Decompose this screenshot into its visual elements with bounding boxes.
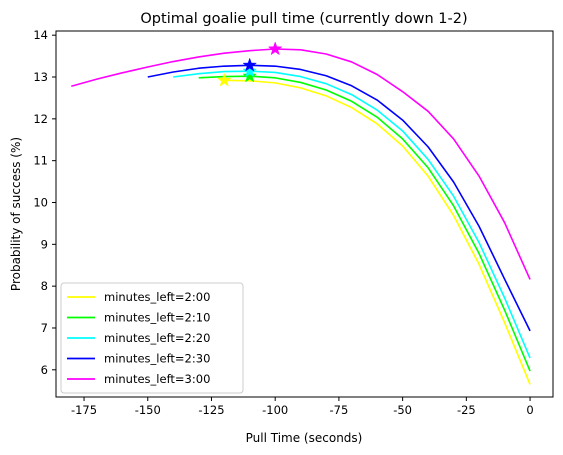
x-axis-label: Pull Time (seconds) — [246, 431, 363, 445]
optimum-star-marker — [216, 72, 232, 87]
x-tick-label: -175 — [71, 403, 97, 417]
axis-ticks: -175 -150 -125 -100 -75 -50 -25 0 6 7 8 9 10 11 12 13 14 — [33, 28, 533, 417]
x-tick-label: -50 — [393, 403, 412, 417]
y-tick-label: 12 — [33, 112, 48, 126]
x-tick-label: -100 — [262, 403, 288, 417]
legend-label: minutes_left=2:30 — [104, 352, 210, 366]
y-tick-label: 10 — [33, 195, 48, 209]
y-axis-label: Probability of success (%) — [9, 137, 23, 291]
legend-label: minutes_left=3:00 — [104, 372, 210, 386]
y-tick-label: 13 — [33, 70, 48, 84]
optimum-star-marker — [242, 68, 258, 83]
y-tick-label: 11 — [33, 154, 48, 168]
chart-title: Optimal goalie pull time (currently down… — [140, 11, 467, 27]
series-line — [71, 48, 531, 280]
axes-frame — [55, 30, 554, 398]
series-line — [173, 70, 531, 359]
optimum-star-marker — [242, 57, 258, 72]
legend-label: minutes_left=2:10 — [104, 311, 210, 325]
x-tick-label: 0 — [526, 403, 533, 417]
y-tick-label: 8 — [41, 279, 48, 293]
legend-label: minutes_left=2:20 — [104, 331, 210, 345]
legend-label: minutes_left=2:00 — [104, 290, 210, 304]
series-line — [224, 79, 531, 385]
series-line — [147, 64, 531, 332]
x-tick-label: -25 — [457, 403, 476, 417]
y-tick-label: 9 — [41, 237, 48, 251]
legend: minutes_left=2:00 minutes_left=2:10minute… — [60, 282, 244, 394]
y-tick-label: 14 — [33, 28, 48, 42]
optimum-star-marker — [267, 41, 283, 56]
x-tick-label: -75 — [330, 403, 349, 417]
x-tick-label: -125 — [198, 403, 224, 417]
optimum-star-marker — [242, 63, 258, 78]
legend-box — [60, 282, 244, 394]
y-tick-label: 6 — [41, 363, 48, 377]
y-tick-label: 7 — [41, 321, 48, 335]
x-tick-label: -150 — [135, 403, 161, 417]
plot-area — [71, 41, 531, 385]
